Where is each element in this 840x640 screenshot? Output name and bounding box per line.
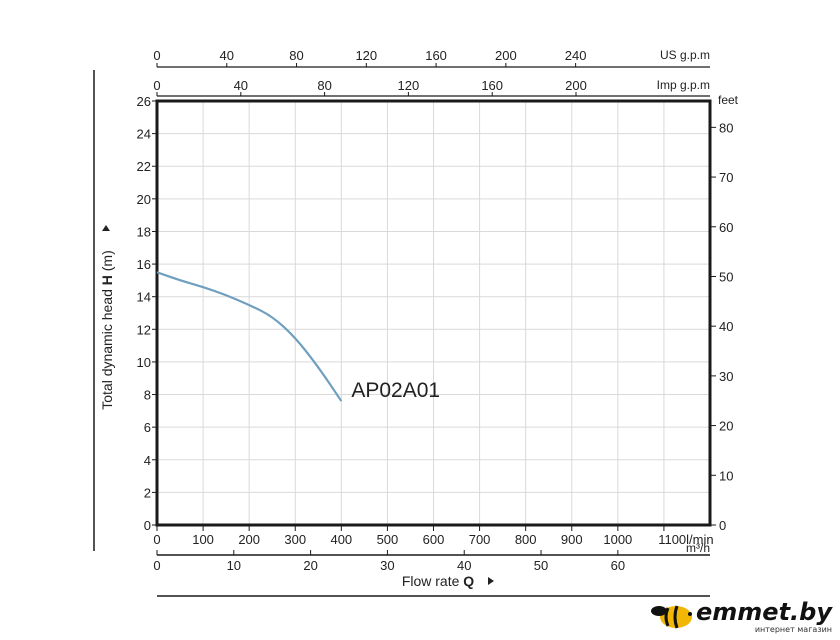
feet-tick-label: 80	[719, 120, 733, 135]
imp-gpm-tick-label: 200	[565, 78, 587, 93]
y-tick-label: 10	[137, 355, 151, 370]
y-axis-title: Total dynamic head H (m)	[99, 250, 115, 410]
x-tick-label: 1100l/min	[658, 532, 713, 547]
feet-unit-label: feet	[718, 93, 739, 107]
us-gpm-tick-label: 0	[153, 48, 160, 63]
us-gpm-unit-label: US g.p.m	[660, 48, 710, 62]
x-tick-label: 100	[192, 532, 214, 547]
m3h-tick-label: 0	[153, 558, 160, 573]
us-gpm-tick-label: 160	[425, 48, 447, 63]
m3h-tick-label: 30	[380, 558, 394, 573]
x-tick-label: 200	[238, 532, 260, 547]
brand-tagline: интернет магазин	[754, 625, 832, 634]
x-tick-label: 1000	[603, 532, 632, 547]
imp-gpm-tick-label: 80	[317, 78, 331, 93]
y-tick-label: 12	[137, 322, 151, 337]
us-gpm-tick-label: 120	[355, 48, 377, 63]
feet-tick-label: 50	[719, 269, 733, 284]
y-tick-label: 4	[144, 453, 151, 468]
y-tick-label: 26	[137, 94, 151, 109]
y-tick-label: 2	[144, 485, 151, 500]
y-tick-label: 16	[137, 257, 151, 272]
x-tick-label: 700	[469, 532, 491, 547]
us-gpm-tick-label: 80	[289, 48, 303, 63]
x-axis-arrow-icon	[488, 577, 494, 585]
feet-tick-label: 70	[719, 170, 733, 185]
series-line-ap02a01	[156, 271, 343, 402]
y-tick-label: 6	[144, 420, 151, 435]
x-tick-label: 0	[153, 532, 160, 547]
y-tick-label: 24	[137, 127, 151, 142]
m3h-tick-label: 50	[534, 558, 548, 573]
m3h-tick-label: 60	[611, 558, 625, 573]
feet-tick-label: 20	[719, 419, 733, 434]
y-tick-label: 8	[144, 388, 151, 403]
m3h-tick-label: 40	[457, 558, 471, 573]
feet-tick-label: 40	[719, 319, 733, 334]
x-axis-title: Flow rate Q	[402, 573, 474, 589]
feet-tick-label: 10	[719, 468, 733, 483]
y-tick-label: 18	[137, 224, 151, 239]
series-label-ap02a01: AP02A01	[351, 379, 440, 402]
brand-watermark: emmet.by интернет магазин	[650, 600, 832, 634]
y-tick-label: 0	[144, 518, 151, 533]
feet-tick-label: 0	[719, 518, 726, 533]
imp-gpm-tick-label: 0	[153, 78, 160, 93]
x-tick-label: 600	[423, 532, 445, 547]
x-tick-label: 500	[377, 532, 399, 547]
feet-tick-label: 60	[719, 220, 733, 235]
us-gpm-tick-label: 40	[220, 48, 234, 63]
m3h-tick-label: 20	[303, 558, 317, 573]
imp-gpm-tick-label: 120	[398, 78, 420, 93]
x-tick-label: 800	[515, 532, 537, 547]
y-tick-label: 20	[137, 192, 151, 207]
m3h-tick-label: 10	[227, 558, 241, 573]
brand-name: emmet.by	[696, 598, 832, 626]
feet-tick-label: 30	[719, 369, 733, 384]
m3h-unit-label: m³/h	[686, 541, 710, 555]
us-gpm-tick-label: 240	[565, 48, 587, 63]
x-tick-label: 900	[561, 532, 583, 547]
x-tick-label: 400	[330, 532, 352, 547]
y-tick-label: 14	[137, 290, 151, 305]
imp-gpm-tick-label: 40	[234, 78, 248, 93]
y-tick-label: 22	[137, 159, 151, 174]
x-tick-label: 300	[284, 532, 306, 547]
bee-logo-icon	[651, 605, 693, 629]
imp-gpm-unit-label: Imp g.p.m	[657, 78, 710, 92]
y-axis-arrow-icon	[102, 225, 110, 231]
us-gpm-tick-label: 200	[495, 48, 517, 63]
imp-gpm-tick-label: 160	[481, 78, 503, 93]
